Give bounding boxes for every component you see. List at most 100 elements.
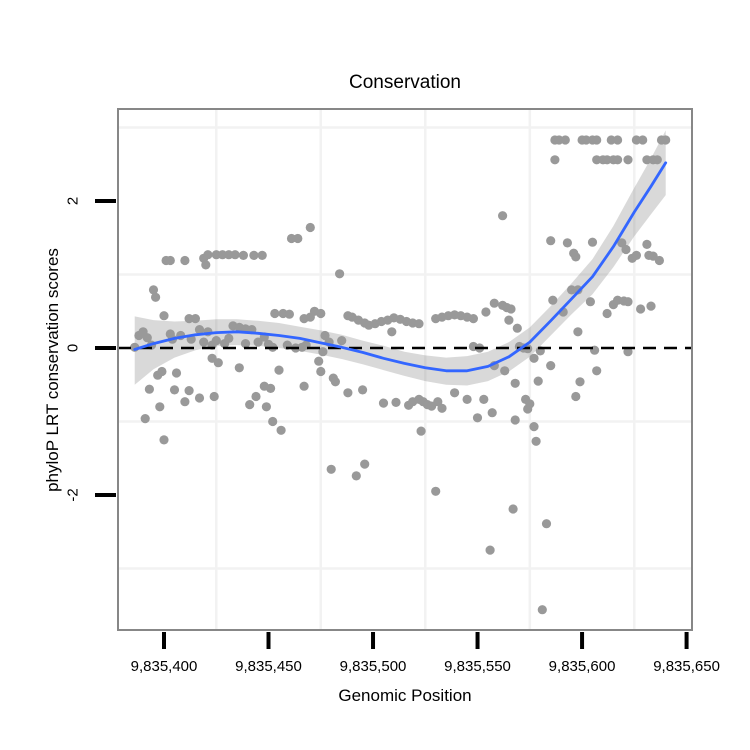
smooth-line <box>133 161 668 373</box>
data-point <box>602 155 612 165</box>
data-point <box>437 403 447 413</box>
data-point <box>479 394 489 404</box>
data-point <box>529 353 539 363</box>
y-tick-label: 0 <box>64 343 82 353</box>
data-point <box>567 285 577 295</box>
data-point <box>274 365 284 375</box>
data-point <box>652 155 662 165</box>
data-point <box>293 233 303 244</box>
data-point <box>337 336 347 346</box>
data-point <box>623 155 633 165</box>
data-point <box>240 339 251 349</box>
data-point <box>606 135 616 145</box>
data-point <box>387 327 397 337</box>
data-point <box>140 414 150 424</box>
data-point <box>180 397 190 407</box>
data-point <box>261 402 271 412</box>
x-tick-label: 9,835,450 <box>235 658 302 675</box>
data-point <box>268 416 278 427</box>
data-point <box>562 238 573 248</box>
data-point <box>305 222 315 233</box>
data-point <box>581 135 591 145</box>
data-point <box>165 255 175 266</box>
data-point <box>573 327 583 337</box>
data-point <box>151 292 161 302</box>
data-point <box>238 250 248 260</box>
data-point <box>548 295 558 305</box>
data-point <box>171 368 182 378</box>
y-tick-label: -2 <box>64 488 82 502</box>
data-point <box>209 391 219 402</box>
data-point <box>351 471 361 481</box>
data-point <box>498 211 508 221</box>
data-point <box>155 402 165 412</box>
data-point <box>284 309 294 319</box>
data-point <box>330 377 340 387</box>
data-point <box>230 250 240 260</box>
data-point <box>431 486 441 496</box>
data-point <box>504 315 514 325</box>
data-point <box>654 255 665 266</box>
data-point <box>462 394 472 404</box>
chart-title: Conservation <box>349 72 461 93</box>
data-point <box>468 314 478 324</box>
data-point <box>251 391 261 402</box>
data-point <box>184 386 194 396</box>
data-point <box>546 361 556 371</box>
data-point <box>560 135 570 145</box>
data-point <box>343 388 353 398</box>
data-point <box>550 155 560 165</box>
data-point <box>487 408 497 418</box>
data-point <box>203 250 213 260</box>
data-point <box>276 425 286 435</box>
data-point <box>525 399 535 409</box>
data-point <box>636 304 646 314</box>
data-point <box>602 308 612 319</box>
x-tick-label: 9,835,650 <box>653 658 720 675</box>
data-point <box>587 237 598 247</box>
data-point <box>199 337 209 347</box>
data-point <box>335 269 345 279</box>
data-point <box>316 308 326 319</box>
data-point <box>217 250 228 260</box>
data-point <box>159 311 169 321</box>
data-point <box>358 385 368 395</box>
data-point <box>537 605 547 615</box>
data-point <box>299 381 309 391</box>
data-point <box>180 255 190 266</box>
data-point <box>190 314 200 324</box>
data-point <box>512 323 522 333</box>
data-point <box>257 250 267 260</box>
data-point <box>414 319 424 329</box>
data-point <box>224 333 234 343</box>
data-point <box>169 385 180 395</box>
data-point <box>531 436 541 446</box>
data-point <box>485 545 495 555</box>
data-point <box>661 135 671 145</box>
data-point <box>533 376 543 386</box>
data-point <box>144 384 154 394</box>
data-point <box>159 435 169 445</box>
data-point <box>320 330 330 341</box>
panel-border <box>117 108 693 631</box>
data-point <box>571 252 581 262</box>
data-point <box>270 308 280 319</box>
data-point <box>585 297 596 307</box>
data-point <box>318 347 328 357</box>
data-point <box>489 298 499 308</box>
data-point <box>573 285 583 295</box>
data-point <box>472 413 483 423</box>
data-point <box>546 236 556 246</box>
data-point <box>314 356 324 366</box>
data-point <box>213 358 223 368</box>
data-point <box>646 301 656 311</box>
data-point <box>541 519 552 529</box>
data-point <box>571 391 581 402</box>
x-tick-label: 9,835,600 <box>548 658 616 675</box>
data-point <box>631 250 642 260</box>
data-point <box>194 393 205 403</box>
data-point <box>592 155 602 165</box>
data-point <box>194 325 205 335</box>
data-point <box>184 314 194 324</box>
